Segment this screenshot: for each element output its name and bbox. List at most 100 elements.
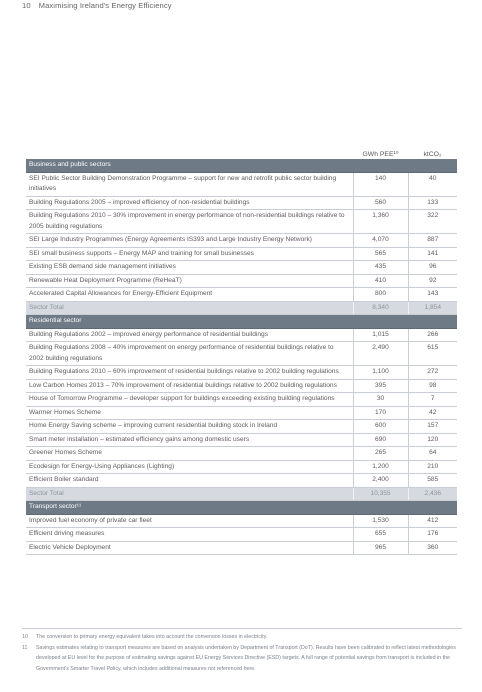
table-header-row: GWh PEE¹⁰ ktCO₂: [26, 146, 457, 159]
ktco2-value: 157: [407, 419, 457, 434]
table-row: Building Regulations 2010 – 30% improvem…: [26, 209, 457, 234]
measure-description: Efficient Boiler standard: [26, 473, 353, 488]
energy-savings-table: GWh PEE¹⁰ ktCO₂ Business and public sect…: [26, 146, 457, 555]
ktco2-value: 42: [407, 406, 457, 420]
gwh-value: 2,400: [352, 473, 408, 488]
ktco2-value: 133: [407, 196, 457, 210]
table-row: Building Regulations 2010 – 60% improvem…: [26, 365, 457, 380]
ktco2-value: 143: [407, 287, 457, 302]
ktco2-value: 7: [407, 392, 457, 407]
column-header-gwh: GWh PEE¹⁰: [362, 151, 399, 158]
measure-description: SEI Large Industry Programmes (Energy Ag…: [26, 233, 353, 248]
gwh-value: 1,200: [352, 460, 408, 474]
measure-description: Greener Homes Scheme: [26, 446, 353, 461]
ktco2-value: 322: [407, 209, 457, 234]
table-row: Building Regulations 2002 – improved ene…: [26, 328, 457, 342]
table-row: Smart meter installation – estimated eff…: [26, 433, 457, 447]
footnote-number: 11: [22, 644, 28, 651]
footnote: 10 The conversion to primary energy equi…: [22, 632, 462, 643]
ktco2-value: 210: [407, 460, 457, 474]
section-title: Transport sector¹¹: [26, 500, 457, 515]
header-blank: [26, 146, 353, 159]
gwh-value: 265: [352, 446, 408, 461]
section-header-row: Transport sector¹¹: [26, 500, 457, 515]
gwh-value: 410: [352, 274, 408, 288]
table-row: Building Regulations 2008 – 40% improvem…: [26, 341, 457, 366]
ktco2-value: 272: [407, 365, 457, 380]
ktco2-value: 887: [407, 233, 457, 248]
gwh-value: 170: [352, 406, 408, 420]
measure-description: Smart meter installation – estimated eff…: [26, 433, 353, 447]
ktco2-value: 176: [407, 527, 457, 542]
measure-description: Low Carbon Homes 2013 – 70% improvement …: [26, 379, 353, 393]
measure-description: Building Regulations 2010 – 60% improvem…: [26, 365, 353, 380]
gwh-value: 560: [352, 196, 408, 210]
gwh-value: 690: [352, 433, 408, 447]
footnotes: 10 The conversion to primary energy equi…: [22, 628, 462, 674]
table-row: SEI Public Sector Building Demonstration…: [26, 172, 457, 197]
column-header-ktco2: ktCO₂: [423, 151, 442, 158]
table-row: Building Regulations 2005 – improved eff…: [26, 196, 457, 210]
footnote-number: 10: [22, 634, 28, 640]
table-row: Warmer Homes Scheme 170 42: [26, 406, 457, 420]
page-header: 10 Maximising Ireland's Energy Efficienc…: [22, 1, 172, 10]
gwh-value: 2,490: [352, 341, 408, 366]
measure-description: SEI small business supports – Energy MAP…: [26, 247, 353, 261]
section-header-row: Residential sector: [26, 314, 457, 329]
table-row: Greener Homes Scheme 265 64: [26, 446, 457, 461]
measure-description: Building Regulations 2005 – improved eff…: [26, 196, 353, 210]
gwh-value: 1,100: [352, 365, 408, 380]
page-title: Maximising Ireland's Energy Efficiency: [38, 1, 172, 10]
gwh-value: 1,530: [352, 514, 408, 528]
table-row: Renewable Heat Deployment Programme (ReH…: [26, 274, 457, 288]
ktco2-value: 120: [407, 433, 457, 447]
section-title: Residential sector: [26, 314, 457, 329]
gwh-value: 965: [352, 541, 408, 555]
sector-total-ktco2: 1,854: [407, 301, 457, 315]
footnote: 11 Savings estimates relating to transpo…: [22, 643, 462, 675]
gwh-value: 30: [352, 392, 408, 407]
gwh-value: 395: [352, 379, 408, 393]
gwh-value: 655: [352, 527, 408, 542]
ktco2-value: 615: [407, 341, 457, 366]
sector-total-gwh: 10,355: [352, 487, 408, 501]
sector-total-gwh: 8,340: [352, 301, 408, 315]
ktco2-value: 266: [407, 328, 457, 342]
measure-description: Warmer Homes Scheme: [26, 406, 353, 420]
gwh-value: 600: [352, 419, 408, 434]
measure-description: Ecodesign for Energy-Using Appliances (L…: [26, 460, 353, 474]
table-row: House of Tomorrow Programme – developer …: [26, 392, 457, 407]
footnote-text: Savings estimates relating to transport …: [36, 644, 456, 672]
ktco2-value: 64: [407, 446, 457, 461]
table-row: Existing ESB demand side management init…: [26, 260, 457, 275]
gwh-value: 140: [352, 172, 408, 197]
measure-description: SEI Public Sector Building Demonstration…: [26, 172, 353, 197]
measure-description: Renewable Heat Deployment Programme (ReH…: [26, 274, 353, 288]
gwh-value: 4,070: [352, 233, 408, 248]
measure-description: Building Regulations 2008 – 40% improvem…: [26, 341, 353, 366]
sector-total-label: Sector Total: [26, 301, 353, 315]
section-title: Business and public sectors: [26, 159, 457, 173]
table-body: Business and public sectors SEI Public Se…: [26, 159, 457, 555]
footnote-text: The conversion to primary energy equival…: [36, 634, 268, 640]
measure-description: Home Energy Saving scheme – improving cu…: [26, 419, 353, 434]
gwh-value: 800: [352, 287, 408, 302]
ktco2-value: 98: [407, 379, 457, 393]
sector-total-ktco2: 2,436: [407, 487, 457, 501]
measure-description: Efficient driving measures: [26, 527, 353, 542]
measure-description: Building Regulations 2010 – 30% improvem…: [26, 209, 353, 234]
sector-total-row: Sector Total 10,355 2,436: [26, 487, 457, 501]
ktco2-value: 141: [407, 247, 457, 261]
table-row: SEI Large Industry Programmes (Energy Ag…: [26, 233, 457, 248]
table-row: Home Energy Saving scheme – improving cu…: [26, 419, 457, 434]
measure-description: Improved fuel economy of private car fle…: [26, 514, 353, 528]
table-row: Accelerated Capital Allowances for Energ…: [26, 287, 457, 302]
table-row: Improved fuel economy of private car fle…: [26, 514, 457, 528]
measure-description: Building Regulations 2002 – improved ene…: [26, 328, 353, 342]
table-row: SEI small business supports – Energy MAP…: [26, 247, 457, 261]
section-header-row: Business and public sectors: [26, 159, 457, 173]
measure-description: Existing ESB demand side management init…: [26, 260, 353, 275]
table-row: Efficient Boiler standard 2,400 585: [26, 473, 457, 488]
measure-description: Accelerated Capital Allowances for Energ…: [26, 287, 353, 302]
ktco2-value: 585: [407, 473, 457, 488]
